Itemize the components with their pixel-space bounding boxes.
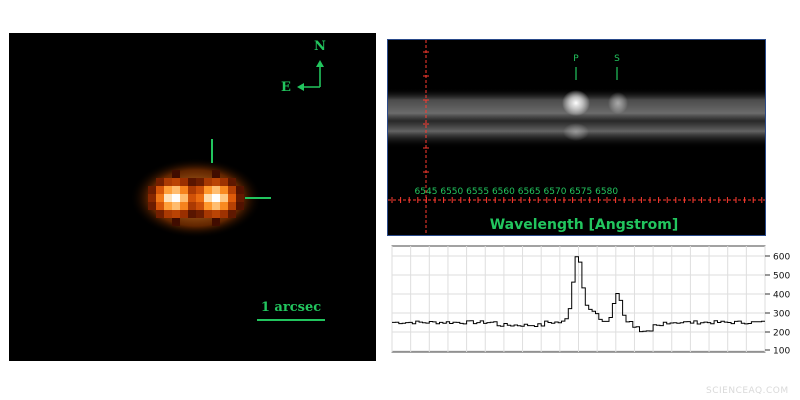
blob-pixel [156, 186, 164, 194]
profile-y-tick-label: 500 [773, 272, 790, 282]
blob-pixel [180, 202, 188, 210]
blob-pixel [180, 210, 188, 218]
wavelength-tick-label: 6570 [544, 187, 567, 197]
marker-p-label: P [573, 54, 579, 64]
blob-pixel [180, 186, 188, 194]
profile-y-tick-label: 200 [773, 329, 790, 339]
blob-pixel [196, 194, 204, 202]
wavelength-tick-label: 6550 [440, 187, 463, 197]
north-arrow-icon [316, 60, 324, 67]
blob-pixel [172, 194, 180, 202]
blob-pixel [220, 186, 228, 194]
blob-pixel [204, 186, 212, 194]
blob-pixel [164, 202, 172, 210]
blob-pixel [164, 186, 172, 194]
emission-spot-p-lower [563, 123, 589, 141]
blob-pixel [148, 202, 156, 210]
blob-pixel [204, 178, 212, 186]
blob-pixel [220, 178, 228, 186]
marker-s-label: S [614, 54, 620, 64]
blob-pixel [220, 210, 228, 218]
profile-panel: 600 500 400 300 200 100 [389, 244, 797, 357]
blob-pixel [212, 210, 220, 218]
wavelength-axis-label: Wavelength [Angstrom] [490, 217, 679, 233]
emission-spot-p [562, 90, 590, 116]
blob-pixel [188, 210, 196, 218]
profile-canvas: 600 500 400 300 200 100 [391, 245, 790, 357]
cursor-ticks [391, 51, 763, 203]
blob-pixel [212, 218, 220, 226]
blob-pixel [148, 194, 156, 202]
blob-pixel [228, 210, 236, 218]
image-panel: N E 1 arcsec [9, 33, 376, 361]
blob-pixel [212, 186, 220, 194]
image-panel-canvas: N E 1 arcsec [130, 39, 326, 321]
blob-pixel [180, 178, 188, 186]
blob-pixel [164, 178, 172, 186]
blob-pixel [220, 202, 228, 210]
wavelength-tick-label: 6555 [466, 187, 489, 197]
wavelength-ticks: 6545 6550 6555 6560 6565 6570 6575 6580 [415, 187, 619, 197]
profile-y-tick-label: 300 [773, 310, 790, 320]
blob-pixel [148, 186, 156, 194]
blob-pixel [172, 202, 180, 210]
blob-pixel [228, 202, 236, 210]
blob-pixel [156, 202, 164, 210]
blob-pixel [196, 210, 204, 218]
compass-rose: N E [281, 39, 326, 95]
profile-y-ticks: 600 500 400 300 200 100 [765, 253, 790, 357]
blob-pixel [172, 186, 180, 194]
blob-pixel [204, 194, 212, 202]
binary-source-blob [148, 170, 244, 226]
blob-pixel [196, 186, 204, 194]
blob-pixel [220, 194, 228, 202]
blob-pixel [156, 210, 164, 218]
blob-pixel [212, 170, 220, 178]
blob-pixel [212, 194, 220, 202]
blob-pixel [172, 210, 180, 218]
emission-spot-s [608, 92, 628, 114]
blob-pixel [212, 178, 220, 186]
wavelength-tick-label: 6565 [518, 187, 541, 197]
spectrum-panel: P S 6545 6550 6555 6560 6565 6570 6575 6580 Wav… [387, 39, 766, 236]
spectrum-canvas: P S 6545 6550 6555 6560 6565 6570 6575 6580 Wav… [388, 40, 765, 235]
blob-pixel [236, 202, 244, 210]
blob-pixel [212, 202, 220, 210]
compass-east-label: E [281, 80, 291, 95]
blob-pixel [228, 178, 236, 186]
blob-pixel [204, 210, 212, 218]
profile-y-tick-label: 600 [773, 253, 790, 263]
profile-y-tick-label: 400 [773, 291, 790, 301]
wavelength-tick-label: 6560 [492, 187, 515, 197]
blob-pixel [188, 194, 196, 202]
profile-y-tick-label: 100 [773, 347, 790, 357]
east-arrow-icon [297, 83, 304, 91]
blob-pixel [196, 178, 204, 186]
blob-pixel [236, 194, 244, 202]
blob-pixel [156, 178, 164, 186]
blob-pixel [196, 202, 204, 210]
compass-north-label: N [314, 39, 326, 54]
intensity-profile-line [392, 256, 765, 333]
blob-pixel [236, 186, 244, 194]
blob-pixel [172, 170, 180, 178]
blob-pixel [204, 202, 212, 210]
wavelength-tick-label: 6545 [415, 187, 438, 197]
blob-pixel [172, 178, 180, 186]
blob-pixel [172, 218, 180, 226]
wavelength-tick-label: 6580 [595, 187, 618, 197]
blob-pixel [164, 194, 172, 202]
scale-bar-label: 1 arcsec [261, 300, 321, 315]
blob-pixel [188, 202, 196, 210]
blob-pixel [188, 178, 196, 186]
blob-pixel [228, 194, 236, 202]
blob-pixel [188, 186, 196, 194]
blob-pixel [180, 194, 188, 202]
wavelength-tick-label: 6575 [569, 187, 592, 197]
blob-pixel [156, 194, 164, 202]
blob-pixel [228, 186, 236, 194]
watermark: SCIENCEAQ.COM [706, 386, 789, 396]
blob-pixel [164, 210, 172, 218]
profile-grid [391, 246, 766, 352]
